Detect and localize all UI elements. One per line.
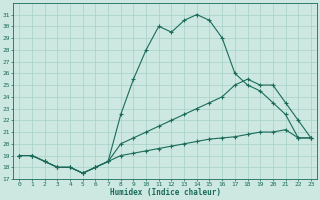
X-axis label: Humidex (Indice chaleur): Humidex (Indice chaleur) bbox=[110, 188, 220, 197]
